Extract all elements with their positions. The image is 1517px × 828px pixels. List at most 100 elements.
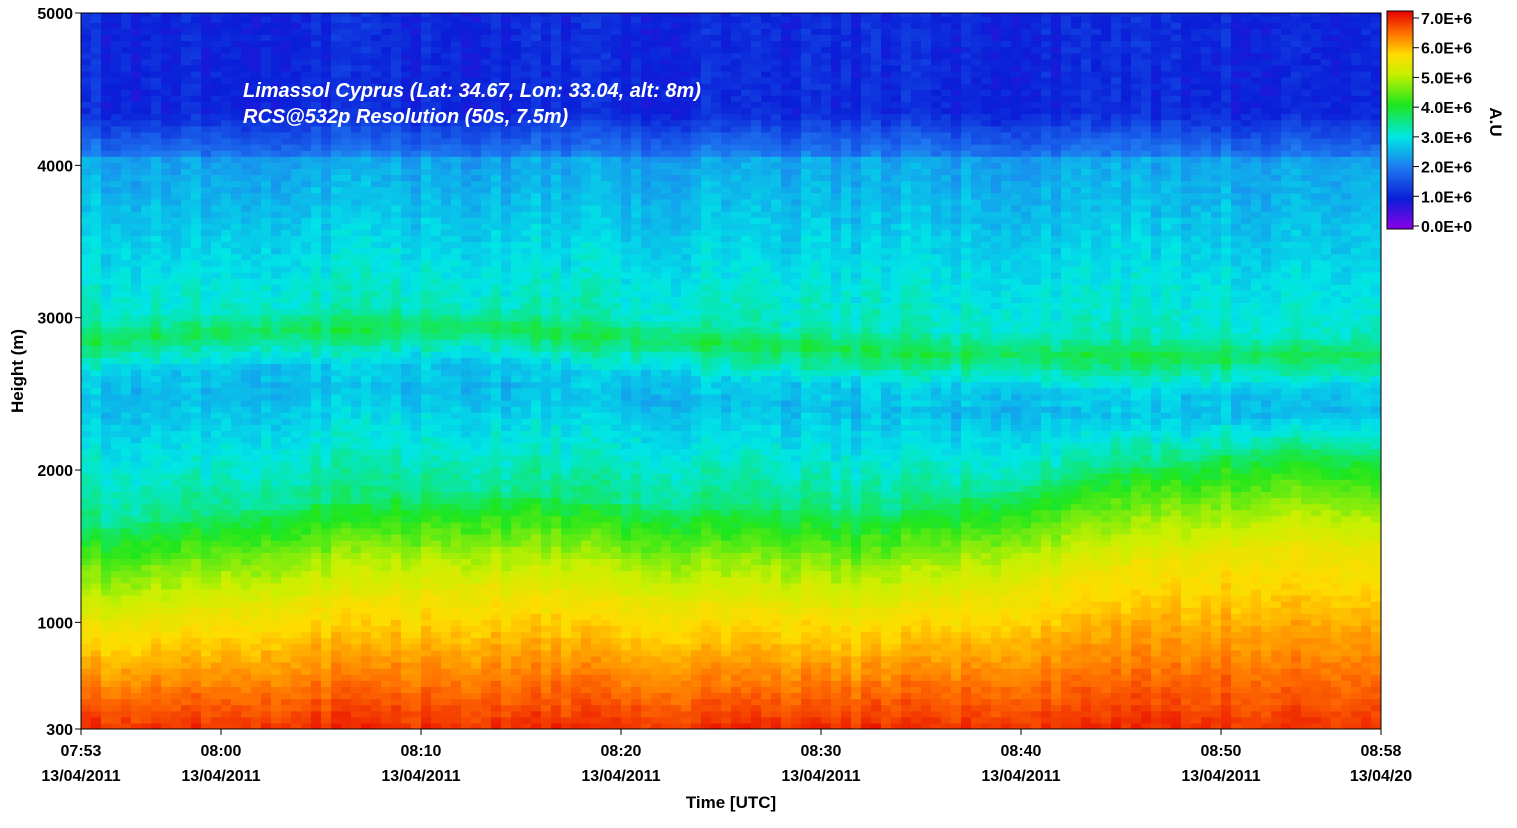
heatmap-cell	[461, 180, 472, 188]
heatmap-cell	[221, 357, 232, 364]
heatmap-cell	[181, 162, 192, 169]
heatmap-cell	[91, 271, 102, 279]
heatmap-cell	[121, 58, 132, 66]
heatmap-cell	[371, 217, 382, 224]
heatmap-cell	[291, 686, 302, 694]
heatmap-cell	[501, 607, 512, 614]
heatmap-cell	[251, 217, 262, 224]
heatmap-cell	[491, 576, 502, 584]
heatmap-cell	[181, 588, 192, 596]
heatmap-cell	[441, 576, 452, 584]
heatmap-cell	[261, 509, 272, 517]
heatmap-cell	[81, 546, 92, 553]
heatmap-cell	[311, 168, 322, 176]
heatmap-cell	[361, 131, 372, 139]
heatmap-cell	[461, 131, 472, 139]
heatmap-cell	[301, 692, 312, 700]
heatmap-cell	[311, 570, 322, 578]
heatmap-cell	[451, 582, 462, 590]
heatmap-cell	[261, 278, 272, 285]
heatmap-cell	[211, 113, 222, 121]
heatmap-cell	[461, 58, 472, 66]
heatmap-cell	[381, 107, 392, 115]
heatmap-cell	[281, 643, 292, 651]
heatmap-cell	[151, 631, 162, 639]
heatmap-cell	[201, 192, 212, 200]
heatmap-cell	[461, 552, 472, 559]
heatmap-cell	[351, 302, 362, 310]
heatmap-cell	[91, 211, 102, 218]
heatmap-cell	[391, 137, 402, 145]
heatmap-cell	[341, 339, 352, 346]
heatmap-cell	[301, 320, 312, 328]
heatmap-cell	[201, 448, 212, 456]
heatmap-cell	[271, 28, 282, 35]
heatmap-cell	[331, 83, 342, 90]
heatmap-cell	[331, 479, 342, 486]
heatmap-cell	[91, 527, 102, 535]
heatmap-cell	[161, 527, 172, 535]
heatmap-cell	[491, 661, 502, 669]
heatmap-cell	[211, 442, 222, 450]
heatmap-cell	[461, 223, 472, 230]
heatmap-cell	[261, 491, 272, 499]
heatmap-cell	[321, 631, 332, 639]
heatmap-cell	[81, 576, 92, 584]
heatmap-cell	[171, 363, 182, 371]
heatmap-cell	[221, 95, 232, 102]
heatmap-cell	[461, 296, 472, 304]
heatmap-cell	[141, 28, 152, 35]
heatmap-cell	[161, 137, 172, 145]
heatmap-cell	[141, 253, 152, 261]
heatmap-cell	[291, 241, 302, 249]
heatmap-cell	[121, 418, 132, 425]
heatmap-cell	[461, 125, 472, 133]
heatmap-cell	[211, 631, 222, 639]
heatmap-cell	[241, 576, 252, 584]
heatmap-cell	[151, 180, 162, 188]
heatmap-cell	[421, 22, 432, 29]
heatmap-cell	[151, 466, 162, 474]
heatmap-cell	[141, 381, 152, 389]
heatmap-cell	[81, 655, 92, 663]
heatmap-cell	[231, 369, 242, 377]
heatmap-cell	[131, 637, 142, 645]
heatmap-cell	[361, 16, 372, 23]
heatmap-cell	[241, 345, 252, 352]
heatmap-cell	[331, 101, 342, 109]
heatmap-cell	[91, 497, 102, 505]
heatmap-cell	[231, 186, 242, 194]
heatmap-cell	[251, 412, 262, 419]
heatmap-cell	[411, 698, 422, 706]
heatmap-cell	[111, 399, 122, 407]
heatmap-cell	[231, 144, 242, 151]
heatmap-cell	[281, 320, 292, 328]
heatmap-cell	[131, 564, 142, 572]
heatmap-cell	[321, 229, 332, 237]
heatmap-cell	[461, 137, 472, 145]
heatmap-cell	[461, 418, 472, 425]
heatmap-cell	[481, 710, 492, 718]
heatmap-cell	[441, 259, 452, 267]
heatmap-cell	[141, 387, 152, 395]
heatmap-cell	[151, 454, 162, 462]
heatmap-cell	[221, 332, 232, 340]
heatmap-cell	[381, 351, 392, 358]
heatmap-cell	[121, 430, 132, 438]
heatmap-cell	[241, 674, 252, 681]
heatmap-cell	[141, 637, 152, 645]
heatmap-cell	[161, 436, 172, 444]
heatmap-cell	[101, 22, 112, 29]
heatmap-cell	[361, 619, 372, 626]
heatmap-cell	[341, 406, 352, 413]
heatmap-cell	[461, 576, 472, 584]
heatmap-cell	[311, 601, 322, 608]
heatmap-cell	[181, 345, 192, 352]
heatmap-cell	[491, 95, 502, 102]
heatmap-cell	[161, 588, 172, 596]
heatmap-cell	[101, 351, 112, 358]
heatmap-cell	[371, 479, 382, 486]
heatmap-cell	[181, 460, 192, 468]
heatmap-cell	[401, 448, 412, 456]
heatmap-cell	[151, 521, 162, 529]
